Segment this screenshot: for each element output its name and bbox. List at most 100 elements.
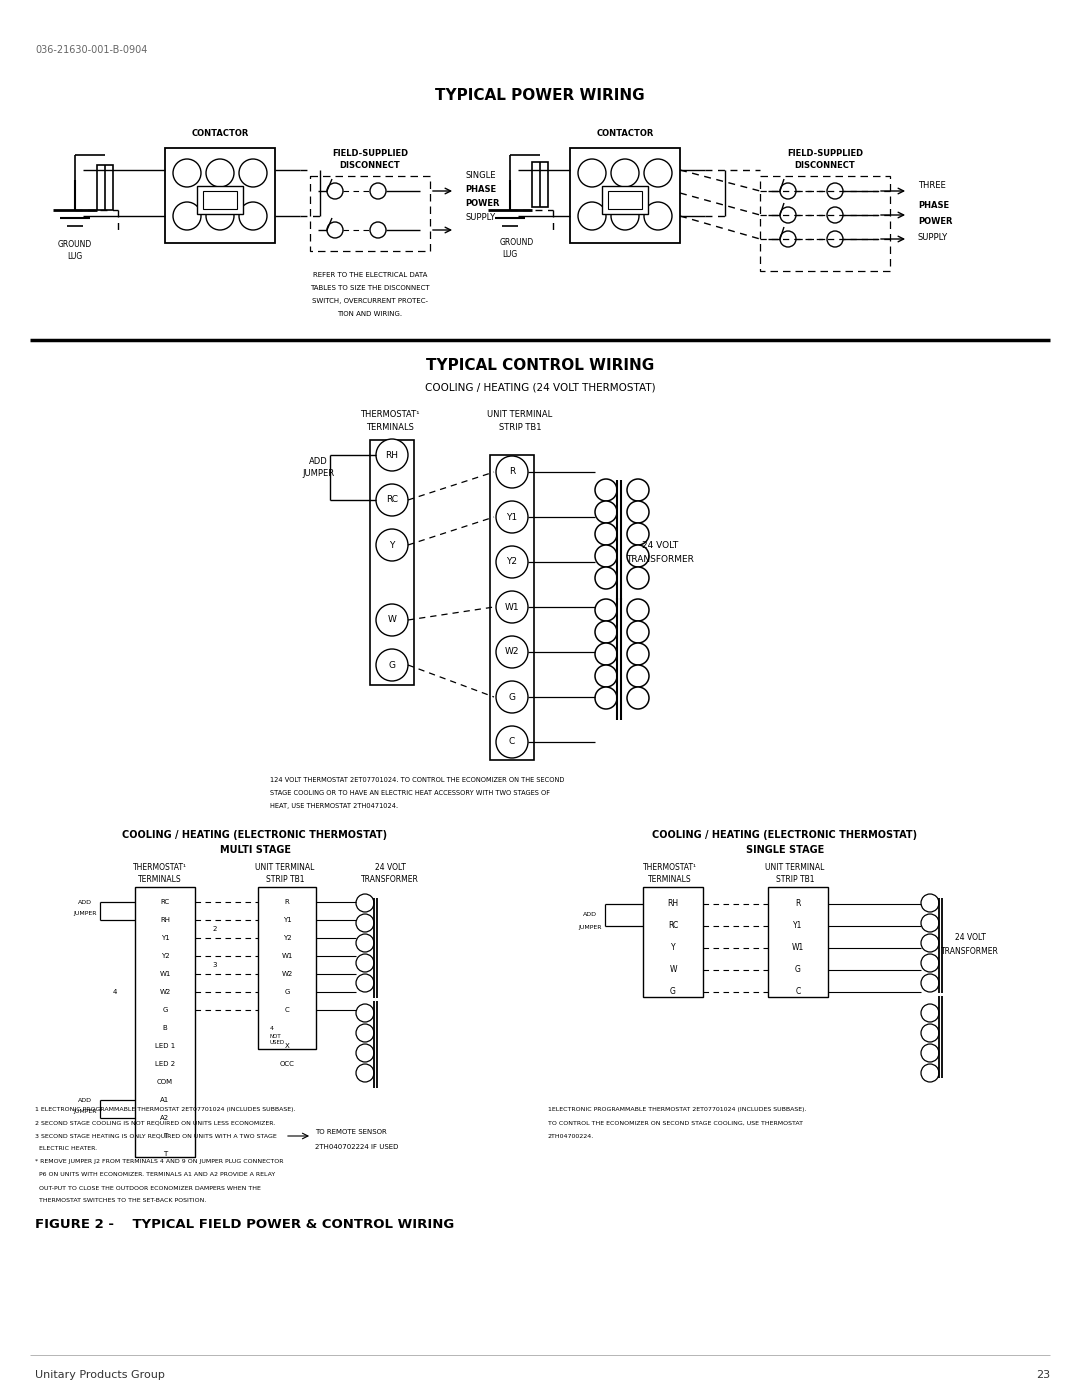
Text: SINGLE: SINGLE: [465, 172, 496, 180]
Text: 2TH040702224 IF USED: 2TH040702224 IF USED: [315, 1144, 399, 1150]
Circle shape: [921, 935, 939, 951]
Circle shape: [356, 1004, 374, 1023]
Circle shape: [827, 231, 843, 247]
Circle shape: [356, 914, 374, 932]
Circle shape: [921, 954, 939, 972]
Circle shape: [827, 207, 843, 224]
Text: 3: 3: [213, 963, 217, 968]
Text: REFER TO THE ELECTRICAL DATA: REFER TO THE ELECTRICAL DATA: [313, 272, 428, 278]
Text: JUMPER: JUMPER: [302, 469, 334, 479]
Text: Y2: Y2: [161, 953, 170, 958]
Text: STRIP TB1: STRIP TB1: [266, 876, 305, 884]
Circle shape: [627, 522, 649, 545]
Text: TRANSFORMER: TRANSFORMER: [941, 947, 999, 957]
Circle shape: [356, 974, 374, 992]
Text: SWITCH, OVERCURRENT PROTEC-: SWITCH, OVERCURRENT PROTEC-: [312, 298, 428, 305]
Circle shape: [356, 1024, 374, 1042]
Text: STRIP TB1: STRIP TB1: [775, 876, 814, 884]
Text: THREE: THREE: [918, 182, 946, 190]
Circle shape: [595, 545, 617, 567]
Circle shape: [496, 591, 528, 623]
Bar: [602, 186, 648, 214]
Bar: [203, 191, 237, 210]
Circle shape: [611, 159, 639, 187]
Text: RH: RH: [160, 916, 170, 923]
Circle shape: [376, 604, 408, 636]
Text: TERMINALS: TERMINALS: [138, 876, 181, 884]
Circle shape: [627, 622, 649, 643]
Text: ADD: ADD: [309, 457, 327, 467]
Text: LUG: LUG: [502, 250, 517, 258]
Bar: [490, 455, 534, 760]
Circle shape: [496, 680, 528, 712]
Circle shape: [356, 935, 374, 951]
Text: TERMINALS: TERMINALS: [366, 423, 414, 432]
Circle shape: [206, 159, 234, 187]
Text: STRIP TB1: STRIP TB1: [499, 423, 541, 432]
Bar: [135, 887, 195, 1157]
Circle shape: [627, 643, 649, 665]
Circle shape: [780, 183, 796, 198]
Circle shape: [496, 636, 528, 668]
Circle shape: [921, 894, 939, 912]
Text: ELECTRIC HEATER.: ELECTRIC HEATER.: [35, 1147, 97, 1151]
Text: W: W: [670, 965, 677, 975]
Text: TION AND WIRING.: TION AND WIRING.: [337, 312, 403, 317]
Text: SINGLE STAGE: SINGLE STAGE: [746, 845, 824, 855]
Circle shape: [206, 203, 234, 231]
Bar: [532, 162, 548, 207]
Text: W1: W1: [160, 971, 171, 977]
Text: JUMPER: JUMPER: [578, 925, 602, 929]
Circle shape: [780, 207, 796, 224]
Text: Y1: Y1: [283, 916, 292, 923]
Text: * REMOVE JUMPER J2 FROM TERMINALS 4 AND 9 ON JUMPER PLUG CONNECTOR: * REMOVE JUMPER J2 FROM TERMINALS 4 AND …: [35, 1160, 283, 1165]
Text: TO REMOTE SENSOR: TO REMOTE SENSOR: [315, 1129, 387, 1134]
Text: Y: Y: [671, 943, 675, 953]
Text: Unitary Products Group: Unitary Products Group: [35, 1370, 165, 1380]
Circle shape: [356, 1065, 374, 1083]
Circle shape: [356, 954, 374, 972]
Text: G: G: [284, 989, 289, 995]
Text: MULTI STAGE: MULTI STAGE: [219, 845, 291, 855]
Text: C: C: [509, 738, 515, 746]
Text: COM: COM: [157, 1078, 173, 1085]
Circle shape: [921, 914, 939, 932]
Text: SUPPLY: SUPPLY: [465, 214, 495, 222]
Bar: [310, 176, 430, 251]
Text: POWER: POWER: [465, 200, 499, 208]
Circle shape: [627, 665, 649, 687]
Circle shape: [376, 529, 408, 562]
Text: COOLING / HEATING (ELECTRONIC THERMOSTAT): COOLING / HEATING (ELECTRONIC THERMOSTAT…: [122, 830, 388, 840]
Circle shape: [595, 522, 617, 545]
Text: 24 VOLT: 24 VOLT: [642, 541, 678, 549]
Circle shape: [595, 599, 617, 622]
Circle shape: [496, 502, 528, 534]
Circle shape: [611, 203, 639, 231]
Text: POWER: POWER: [918, 218, 953, 226]
Text: LED 2: LED 2: [154, 1060, 175, 1067]
Text: UNIT TERMINAL: UNIT TERMINAL: [255, 863, 314, 873]
Circle shape: [327, 222, 343, 237]
Circle shape: [595, 502, 617, 522]
Text: THERMOSTAT SWITCHES TO THE SET-BACK POSITION.: THERMOSTAT SWITCHES TO THE SET-BACK POSI…: [35, 1199, 206, 1203]
Text: TRANSFORMER: TRANSFORMER: [626, 556, 694, 564]
Text: FIGURE 2 -    TYPICAL FIELD POWER & CONTROL WIRING: FIGURE 2 - TYPICAL FIELD POWER & CONTROL…: [35, 1218, 455, 1232]
Text: W: W: [388, 616, 396, 624]
Circle shape: [496, 726, 528, 759]
Text: JUMPER: JUMPER: [73, 911, 97, 915]
Text: OCC: OCC: [280, 1060, 295, 1067]
Text: X: X: [285, 1044, 289, 1049]
Text: W1: W1: [792, 943, 805, 953]
Text: JUMPER: JUMPER: [73, 1108, 97, 1113]
Text: R: R: [285, 900, 289, 905]
Text: TO CONTROL THE ECONOMIZER ON SECOND STAGE COOLING, USE THERMOSTAT: TO CONTROL THE ECONOMIZER ON SECOND STAG…: [548, 1120, 804, 1126]
Text: HEAT, USE THERMOSTAT 2TH0471024.: HEAT, USE THERMOSTAT 2TH0471024.: [270, 803, 399, 809]
Bar: [570, 148, 680, 243]
Text: A1: A1: [160, 1097, 170, 1104]
Text: 2TH04700224.: 2TH04700224.: [548, 1133, 594, 1139]
Text: W1: W1: [504, 602, 519, 612]
Circle shape: [376, 483, 408, 515]
Circle shape: [921, 1024, 939, 1042]
Text: TYPICAL POWER WIRING: TYPICAL POWER WIRING: [435, 88, 645, 102]
Circle shape: [921, 1065, 939, 1083]
